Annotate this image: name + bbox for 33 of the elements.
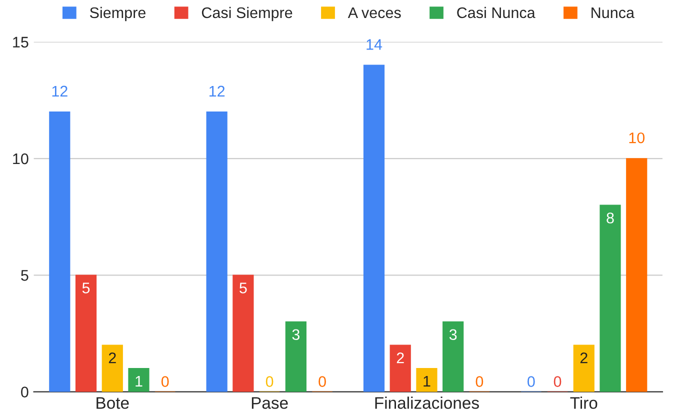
data-label: 2 (108, 352, 116, 364)
data-label: 0 (528, 376, 535, 387)
x-tick-label: Tiro (570, 396, 598, 409)
data-label: 0 (266, 376, 274, 387)
data-label: 3 (292, 329, 300, 340)
data-label: 0 (318, 376, 326, 387)
data-label: 8 (606, 212, 614, 224)
y-tick-label: 10 (13, 153, 28, 164)
data-label: 1 (136, 376, 142, 387)
data-label: 5 (82, 282, 90, 294)
data-label: 10 (629, 132, 645, 144)
y-tick-label: 0 (21, 386, 28, 398)
data-label: 12 (52, 86, 68, 96)
x-tick-label: Pase (252, 397, 288, 409)
data-label: 1 (424, 376, 430, 387)
data-label: 0 (161, 376, 169, 387)
data-label: 0 (476, 376, 484, 387)
legend-label: Casi Siempre (202, 6, 292, 22)
legend-label: Nunca (592, 7, 634, 18)
data-label: 5 (240, 282, 247, 294)
legend-label: Casi Nunca (457, 6, 536, 18)
data-label: 0 (554, 376, 562, 387)
data-label: 12 (209, 86, 225, 96)
data-label: 2 (580, 352, 588, 364)
data-label: 14 (366, 39, 382, 50)
x-tick-label: Finalizaciones (375, 396, 479, 409)
y-tick-label: 5 (21, 270, 28, 281)
data-label: 2 (396, 352, 404, 364)
data-label: 3 (449, 329, 457, 340)
x-tick-label: Bote (96, 397, 129, 409)
legend-label: Siempre (90, 6, 146, 22)
legend-label: A veces (348, 7, 401, 18)
y-tick-label: 15 (13, 36, 28, 48)
